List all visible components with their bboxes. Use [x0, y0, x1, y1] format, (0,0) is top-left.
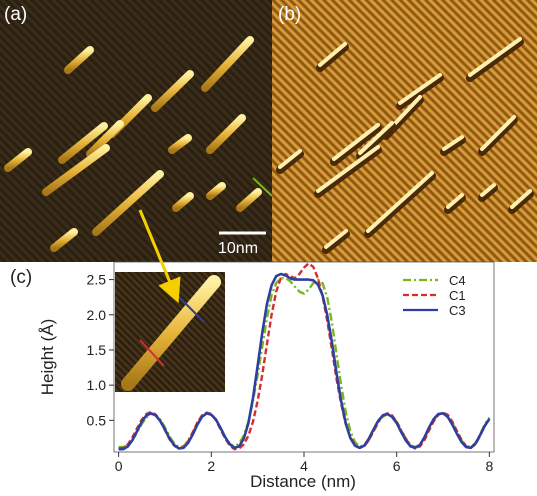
panel-a-label: (a)	[4, 4, 27, 25]
nanowire-b-7	[442, 135, 464, 151]
nanowire-b-shadow-6	[356, 122, 396, 160]
nanowire-b-shadow-1	[466, 38, 524, 82]
nanowire-a-1	[201, 36, 254, 92]
nanowire-b-10	[366, 171, 434, 233]
inset-zoom-image	[115, 272, 225, 392]
x-tick-label: 0	[115, 458, 123, 474]
nanowire-a-4	[58, 122, 108, 164]
nanowire-b-shadow-12	[444, 194, 466, 214]
nanowire-b-6	[358, 121, 394, 155]
nanowire-b-13	[324, 229, 348, 249]
series-line-c3	[118, 272, 491, 451]
x-tick-label: 6	[393, 458, 401, 474]
chart-axes: 0 2 4 6 8 0.5 1.0 1.5 2.0 2.5	[87, 272, 494, 474]
y-tick-label: 2.0	[87, 307, 107, 323]
inset-blue-marker	[175, 293, 205, 323]
nanowire-b-14	[510, 189, 532, 209]
panel-a-nanowires	[4, 36, 262, 252]
nanowire-a-2	[151, 70, 194, 112]
nanowire-b-12	[446, 193, 464, 209]
nanowire-b-2	[398, 73, 442, 105]
nanowire-a-0	[64, 46, 94, 74]
chart-series	[118, 262, 491, 451]
x-tick-label: 4	[300, 458, 308, 474]
nanowire-a-12	[172, 192, 194, 212]
nanowire-a-6	[86, 120, 124, 158]
y-tick-label: 2.5	[87, 272, 107, 288]
y-axis-title: Height (Å)	[38, 319, 57, 396]
nanowire-b-0	[318, 42, 347, 67]
y-tick-label: 1.5	[87, 342, 107, 358]
nanowire-a-7	[168, 134, 192, 154]
y-tick-label: 0.5	[87, 412, 107, 428]
panel-b-label: (b)	[278, 4, 301, 25]
nanowire-a-11	[206, 182, 226, 200]
x-tick-label: 8	[485, 458, 493, 474]
nanowire-b-shadow-10	[364, 172, 436, 238]
nanowire-b-shadow-14	[508, 190, 534, 214]
nanowire-a-14	[236, 188, 262, 212]
nanowire-b-shadow-7	[440, 136, 466, 156]
nanowire-b-shadow-11	[478, 184, 498, 202]
x-axis-title: Distance (nm)	[250, 472, 356, 491]
nanowire-b-shadow-3	[276, 150, 304, 174]
panel-c-height-profile-chart: (c) 0 2 4 6 8 0.5 1.0 1.5 2.0 2.5 Distance (nm) H…	[10, 261, 495, 491]
panel-b-nanowires	[276, 37, 534, 254]
nanowire-b-shadow-9	[314, 146, 382, 198]
legend-label-c1: C1	[449, 288, 466, 303]
panel-a-stm-topograph: 10nm (a)	[0, 0, 273, 262]
legend-label-c3: C3	[449, 303, 466, 318]
nanowire-a-3	[4, 148, 32, 172]
nanowire-a-9	[42, 144, 110, 196]
nanowire-b-11	[480, 183, 496, 197]
nanowire-b-shadow-2	[396, 74, 444, 110]
y-tick-label: 1.0	[87, 377, 107, 393]
panel-b-stm-current-image: (b)	[272, 0, 537, 262]
nanowire-b-4	[332, 123, 380, 161]
nanowire-b-9	[316, 145, 380, 193]
x-tick-label: 2	[207, 458, 215, 474]
nanowire-b-shadow-13	[322, 230, 350, 254]
panel-a-profile-marker	[252, 177, 273, 197]
nanowire-a-8	[206, 114, 246, 154]
scale-bar-label: 10nm	[218, 240, 258, 257]
inset-red-marker	[139, 339, 165, 367]
nanowire-a-13	[50, 228, 78, 252]
panel-c-label: (c)	[10, 267, 32, 288]
nanowire-b-shadow-8	[478, 116, 518, 156]
legend-label-c4: C4	[449, 273, 466, 288]
nanowire-a-10	[92, 170, 164, 236]
nanowire-b-shadow-0	[316, 43, 349, 72]
nanowire-b-3	[278, 149, 302, 169]
nanowire-b-shadow-4	[330, 124, 382, 166]
zoom-arrow	[138, 209, 181, 304]
nanowire-b-1	[468, 37, 522, 77]
nanowire-b-8	[480, 115, 516, 151]
